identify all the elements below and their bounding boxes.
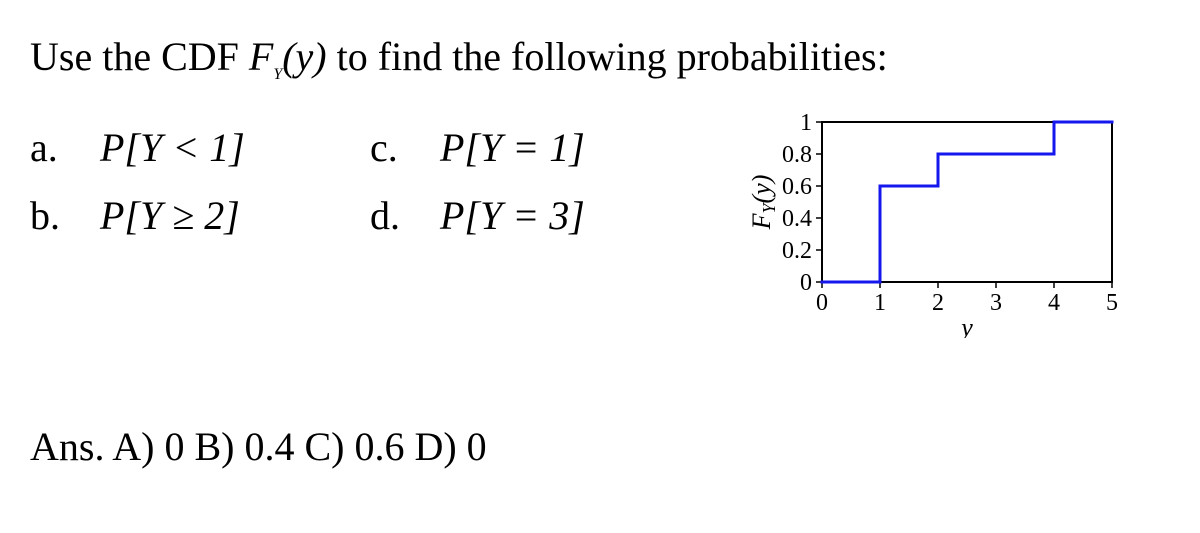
item-a-label: a. [30, 114, 90, 182]
title-part1: Use the CDF [30, 34, 249, 79]
answers-text: Ans. A) 0 B) 0.4 C) 0.6 D) 0 [30, 424, 487, 469]
item-d-label: d. [370, 182, 430, 250]
item-c-expr: P[Y = 1] [440, 125, 585, 170]
title-fn-sub: Y [273, 66, 282, 83]
title-fn: F [249, 34, 273, 79]
item-d-expr: P[Y = 3] [440, 193, 585, 238]
cdf-chart-svg: 00.20.40.60.81012345FY(y)y [750, 108, 1130, 338]
items-col-right: c. P[Y = 1] d. P[Y = 3] [370, 114, 710, 250]
svg-text:0.8: 0.8 [782, 142, 812, 168]
svg-text:5: 5 [1106, 290, 1118, 316]
item-b-expr: P[Y ≥ 2] [100, 193, 240, 238]
svg-text:3: 3 [990, 290, 1002, 316]
item-c-label: c. [370, 114, 430, 182]
cdf-chart: 00.20.40.60.81012345FY(y)y [750, 108, 1130, 343]
svg-text:0: 0 [816, 290, 828, 316]
svg-text:4: 4 [1048, 290, 1060, 316]
svg-text:FY(y): FY(y) [750, 174, 779, 230]
svg-text:y: y [958, 313, 973, 338]
item-c: c. P[Y = 1] [370, 114, 710, 182]
svg-text:1: 1 [800, 110, 812, 136]
item-b-label: b. [30, 182, 90, 250]
item-b: b. P[Y ≥ 2] [30, 182, 370, 250]
svg-text:2: 2 [932, 290, 944, 316]
item-a: a. P[Y < 1] [30, 114, 370, 182]
svg-text:0.2: 0.2 [782, 238, 812, 264]
svg-text:0: 0 [800, 270, 812, 296]
title-fn-arg: (y) [282, 34, 326, 79]
title-part2: to find the following probabilities: [327, 34, 888, 79]
question-title: Use the CDF FY(y) to find the following … [30, 30, 1170, 86]
content-row: a. P[Y < 1] b. P[Y ≥ 2] c. P[Y = 1] d. P… [30, 114, 1170, 343]
item-a-expr: P[Y < 1] [100, 125, 245, 170]
item-d: d. P[Y = 3] [370, 182, 710, 250]
items-col-left: a. P[Y < 1] b. P[Y ≥ 2] [30, 114, 370, 250]
answers-line: Ans. A) 0 B) 0.4 C) 0.6 D) 0 [30, 423, 1170, 470]
svg-text:0.6: 0.6 [782, 174, 812, 200]
svg-text:1: 1 [874, 290, 886, 316]
svg-text:0.4: 0.4 [782, 206, 812, 232]
